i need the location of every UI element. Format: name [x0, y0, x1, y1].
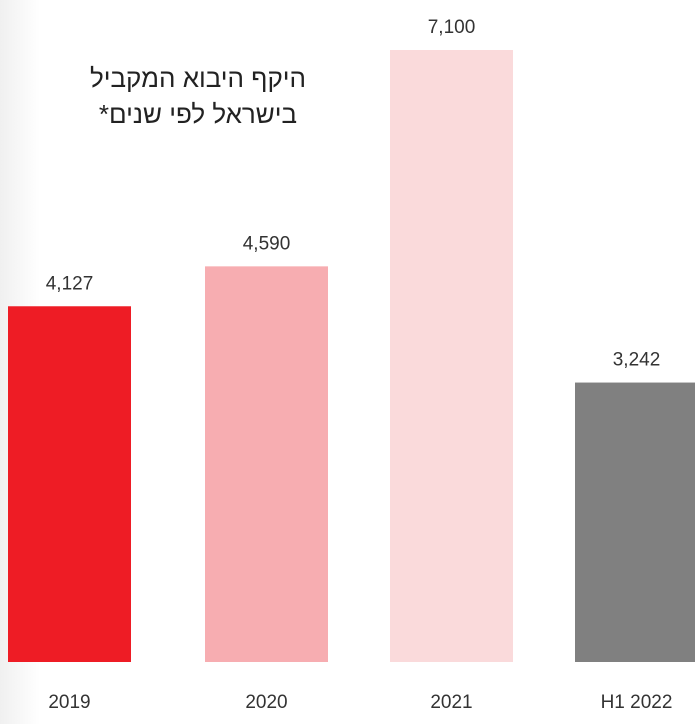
- x-tick-label: 2020: [245, 692, 287, 713]
- value-label: 4,127: [46, 273, 94, 294]
- value-label: 4,590: [243, 233, 291, 254]
- value-label: 7,100: [428, 17, 476, 38]
- bar: [575, 382, 695, 662]
- bar: [205, 266, 328, 662]
- bar: [8, 306, 131, 662]
- value-label: 3,242: [613, 350, 661, 371]
- x-tick-label: 2021: [430, 692, 472, 713]
- chart-title: היקף היבוא המקביל בישראל לפי שנים*: [89, 63, 307, 129]
- bar: [390, 50, 513, 662]
- x-tick-label: H1 2022: [601, 692, 673, 713]
- x-tick-label: 2019: [48, 692, 90, 713]
